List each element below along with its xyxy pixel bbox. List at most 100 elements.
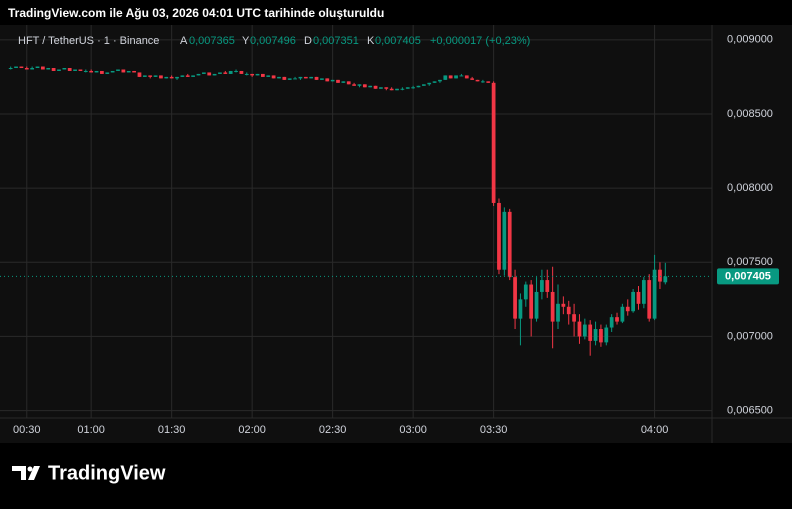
candle-body <box>534 291 539 319</box>
candle-body <box>486 81 491 83</box>
candle-body <box>255 73 260 76</box>
candle-body <box>8 68 13 70</box>
candle-body <box>261 73 265 77</box>
candle-body <box>443 75 448 80</box>
candle-body <box>169 76 174 79</box>
candle-body <box>244 73 249 75</box>
candle-body <box>647 280 652 319</box>
y-tick-label: 0,008000 <box>727 182 773 194</box>
candle-body <box>266 75 271 77</box>
candle-body <box>51 68 56 71</box>
legend-symbol: HFT / TetherUS · 1 · Binance <box>18 35 159 47</box>
candle-body <box>658 269 662 282</box>
candle-body <box>491 82 496 203</box>
brand-name: TradingView <box>48 462 166 484</box>
candle-body <box>641 280 646 304</box>
y-tick-label: 0,007000 <box>727 330 773 342</box>
candle-body <box>110 70 115 73</box>
candle-body <box>395 88 399 91</box>
candle-body <box>320 78 324 80</box>
candle-body <box>582 324 587 337</box>
y-tick-label: 0,008500 <box>727 108 773 120</box>
candle-body <box>341 81 346 83</box>
candle-body <box>24 68 29 70</box>
candle-body <box>46 68 51 70</box>
candle-body <box>373 85 378 89</box>
candle-body <box>153 75 158 77</box>
candle-body <box>615 317 619 322</box>
candle-body <box>89 70 94 73</box>
candle-body <box>357 84 362 86</box>
candle-body <box>164 76 169 79</box>
y-tick-label: 0,006500 <box>727 404 773 416</box>
legend-change: +0,000017 (+0,23%) <box>430 35 530 47</box>
y-tick-label: 0,007500 <box>727 256 773 268</box>
candle-body <box>389 88 394 91</box>
brand-logo: TradingView <box>12 462 166 484</box>
candles <box>8 66 668 356</box>
candle-body <box>427 82 432 85</box>
candle-body <box>196 73 201 76</box>
legend-key: K <box>367 35 375 47</box>
candle-body <box>416 85 421 88</box>
last-price-tag <box>717 268 779 285</box>
y-tick-label: 0,009000 <box>727 34 773 46</box>
candle-body <box>298 76 303 79</box>
candle-body <box>540 280 544 292</box>
candle-body <box>502 211 507 270</box>
candle-body <box>14 66 18 69</box>
candle-body <box>159 75 163 79</box>
legend-key: A <box>180 35 188 47</box>
candle-body <box>239 70 244 74</box>
x-tick-label: 01:30 <box>158 424 186 436</box>
candle-body <box>556 303 560 322</box>
candle-body <box>513 277 517 319</box>
candle-body <box>507 211 512 278</box>
candle-body <box>566 306 571 315</box>
candle-body <box>497 202 501 270</box>
candle-body <box>588 324 593 341</box>
candle-body <box>116 69 120 71</box>
candle-body <box>207 72 212 76</box>
candle-body <box>550 291 555 322</box>
candle-body <box>185 75 190 77</box>
candle-body <box>459 75 464 77</box>
caption: TradingView.com ile Ağu 03, 2026 04:01 U… <box>8 6 384 20</box>
candle-body <box>336 79 340 83</box>
candle-body <box>282 76 287 80</box>
candle-body <box>180 75 185 77</box>
candle-body <box>287 78 292 80</box>
candle-body <box>250 73 255 76</box>
candle-body <box>572 314 576 322</box>
x-tick-label: 04:00 <box>641 424 669 436</box>
candle-body <box>636 291 641 304</box>
candle-body <box>448 75 453 79</box>
candle-body <box>35 66 40 69</box>
legend-value: 0,007351 <box>313 35 359 47</box>
candle-body <box>121 69 126 73</box>
candle-body <box>271 75 276 79</box>
candle-body <box>325 78 330 82</box>
candle-body <box>631 291 635 312</box>
x-tick-label: 02:00 <box>238 424 266 436</box>
candle-body <box>352 84 356 86</box>
candle-body <box>100 70 104 74</box>
x-tick-label: 03:30 <box>480 424 508 436</box>
x-tick-label: 01:00 <box>77 424 105 436</box>
logo-icon <box>12 466 40 480</box>
legend-key: D <box>304 35 312 47</box>
candle-body <box>293 78 297 80</box>
candle-body <box>400 88 405 90</box>
x-tick-label: 00:30 <box>13 424 41 436</box>
candle-body <box>330 79 335 82</box>
candle-body <box>438 79 442 82</box>
candle-body <box>384 87 389 89</box>
candle-body <box>518 299 523 319</box>
candle-body <box>368 85 373 88</box>
candle-body <box>201 72 206 74</box>
candle-body <box>234 70 238 72</box>
legend: HFT / TetherUS · 1 · Binance A 0,007365 … <box>18 35 530 47</box>
candle-body <box>303 76 308 79</box>
last-price-label: 0,007405 <box>725 270 771 282</box>
